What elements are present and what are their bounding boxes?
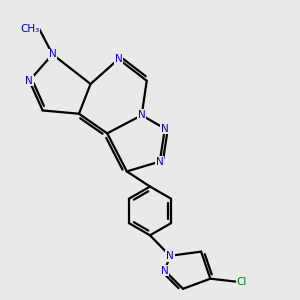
Text: N: N bbox=[115, 54, 122, 64]
Text: N: N bbox=[156, 157, 164, 166]
Text: N: N bbox=[49, 49, 56, 59]
Text: Cl: Cl bbox=[236, 277, 247, 287]
Text: CH₃: CH₃ bbox=[20, 24, 39, 34]
Text: N: N bbox=[26, 76, 33, 86]
Text: N: N bbox=[166, 251, 174, 261]
Text: N: N bbox=[138, 110, 146, 120]
Text: N: N bbox=[161, 124, 169, 134]
Text: N: N bbox=[161, 266, 169, 276]
